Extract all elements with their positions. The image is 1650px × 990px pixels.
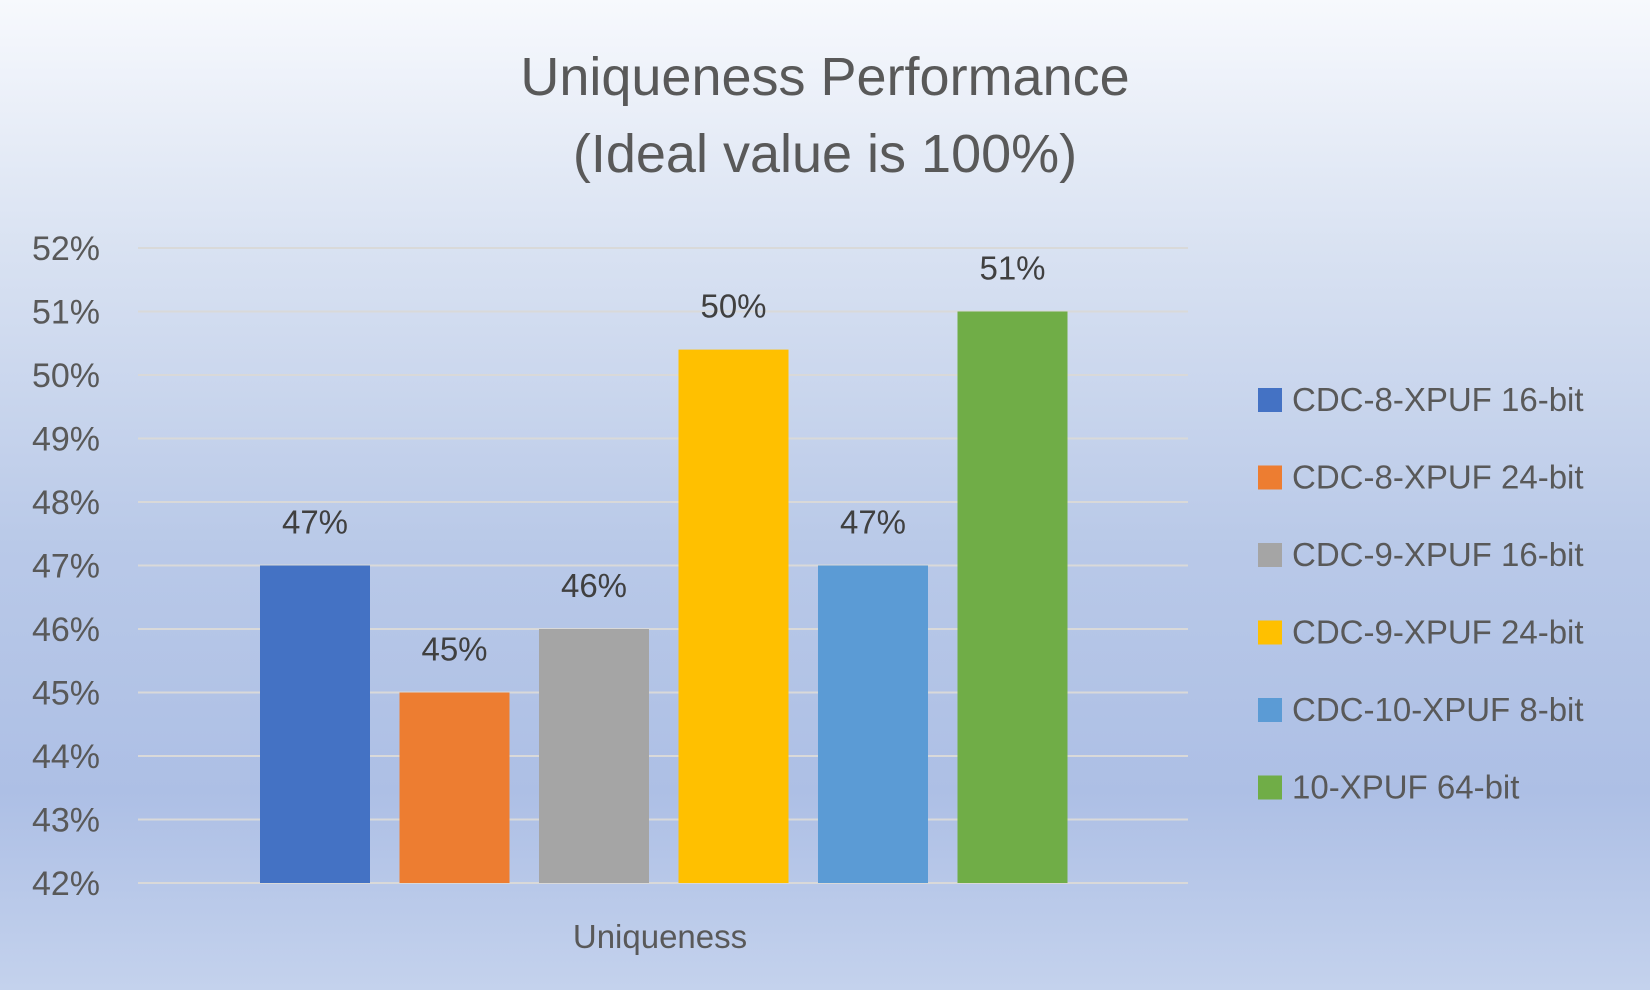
bar [399, 692, 510, 883]
bar [678, 349, 789, 884]
legend-swatch [1258, 775, 1282, 800]
data-label: 47% [282, 504, 348, 541]
legend: CDC-8-XPUF 16-bit CDC-8-XPUF 24-bit CDC-9-… [1258, 381, 1584, 806]
data-label: 45% [421, 631, 487, 668]
bar [539, 629, 649, 883]
legend-swatch [1258, 543, 1282, 567]
y-tick-label: 46% [32, 611, 100, 649]
legend-label: CDC-9-XPUF 16-bit [1292, 536, 1584, 573]
data-label: 46% [561, 567, 627, 604]
y-axis-ticks: 42% 43% 44% 45% 46% 47% 48% 49% 50% 51% 52% [32, 230, 100, 903]
bar [260, 565, 370, 883]
data-label: 50% [700, 288, 766, 325]
bars [260, 311, 1068, 884]
x-category-label: Uniqueness [573, 918, 747, 955]
data-label: 51% [979, 250, 1045, 287]
y-tick-label: 47% [32, 548, 100, 586]
legend-swatch [1258, 388, 1282, 412]
y-tick-label: 51% [32, 294, 100, 332]
y-tick-label: 49% [32, 421, 100, 459]
legend-label: CDC-10-XPUF 8-bit [1292, 691, 1584, 728]
chart-subtitle: (Ideal value is 100%) [573, 124, 1077, 184]
y-tick-label: 42% [32, 865, 100, 903]
chart-title: Uniqueness Performance [520, 47, 1129, 107]
data-labels: 47% 45% 46% 50% 47% 51% [282, 250, 1046, 668]
legend-label: 10-XPUF 64-bit [1292, 769, 1519, 806]
data-label: 47% [840, 504, 906, 541]
y-tick-label: 44% [32, 738, 100, 776]
bar [818, 565, 928, 883]
y-tick-label: 50% [32, 357, 100, 395]
bar [957, 311, 1068, 883]
y-tick-label: 48% [32, 484, 100, 522]
legend-label: CDC-9-XPUF 24-bit [1292, 614, 1584, 651]
y-tick-label: 52% [32, 230, 100, 268]
legend-swatch [1258, 698, 1282, 722]
legend-swatch [1258, 620, 1282, 645]
legend-label: CDC-8-XPUF 16-bit [1292, 381, 1584, 418]
y-tick-label: 45% [32, 675, 100, 713]
legend-swatch [1258, 465, 1282, 490]
legend-label: CDC-8-XPUF 24-bit [1292, 459, 1584, 496]
y-tick-label: 43% [32, 802, 100, 840]
